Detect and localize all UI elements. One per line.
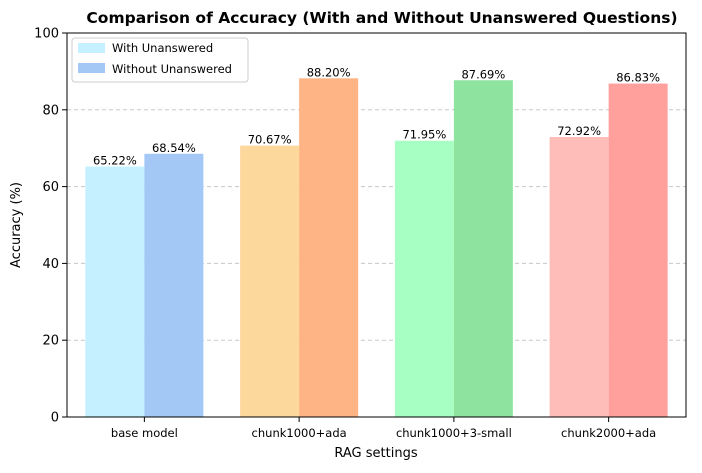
legend-box <box>71 37 249 83</box>
data-label: 65.22% <box>93 154 137 168</box>
y-tick-label: 20 <box>42 334 59 349</box>
data-label: 70.67% <box>248 133 292 147</box>
data-label: 72.92% <box>557 124 601 138</box>
x-tick-label: chunk1000+ada <box>252 426 347 440</box>
y-tick-label: 80 <box>42 103 59 118</box>
bar <box>144 153 204 417</box>
legend-label-with-unanswered: With Unanswered <box>112 41 213 55</box>
y-axis-label: Accuracy (%) <box>9 182 24 268</box>
x-tick-label: chunk2000+ada <box>561 426 656 440</box>
bar <box>453 80 513 418</box>
grid-lines <box>67 109 686 341</box>
data-label: 86.83% <box>616 71 660 85</box>
bar <box>608 83 668 417</box>
bar <box>394 140 454 417</box>
x-axis-label: RAG settings <box>334 446 417 461</box>
legend-label-without-unanswered: Without Unanswered <box>112 62 232 76</box>
y-tick-label: 100 <box>34 27 59 42</box>
bar <box>85 166 145 417</box>
data-label: 87.69% <box>461 67 505 81</box>
x-tick-label: base model <box>111 426 178 440</box>
bars <box>85 78 668 418</box>
y-tick-label: 60 <box>42 180 59 195</box>
data-label: 68.54% <box>152 141 196 155</box>
chart-title: Comparison of Accuracy (With and Without… <box>86 9 677 27</box>
data-label: 88.20% <box>307 65 351 79</box>
data-labels: 65.22% 68.54% 70.67% 88.20% 71.95% 87.69% 72.9… <box>93 65 660 167</box>
bar <box>549 136 609 418</box>
x-tick-label: chunk1000+3-small <box>396 426 512 440</box>
legend-swatch-without-unanswered <box>78 63 105 73</box>
axis-ticks: 0 20 40 60 80 100 base model chunk1000+ada chunk… <box>34 27 656 441</box>
y-tick-label: 0 <box>51 411 59 426</box>
legend-swatch-with-unanswered <box>78 43 105 53</box>
bar <box>299 78 359 417</box>
plot-frame <box>66 32 687 418</box>
data-label: 71.95% <box>402 128 446 142</box>
y-tick-label: 40 <box>42 257 59 272</box>
legend: With Unanswered Without Unanswered <box>71 37 249 83</box>
bar <box>240 145 300 417</box>
